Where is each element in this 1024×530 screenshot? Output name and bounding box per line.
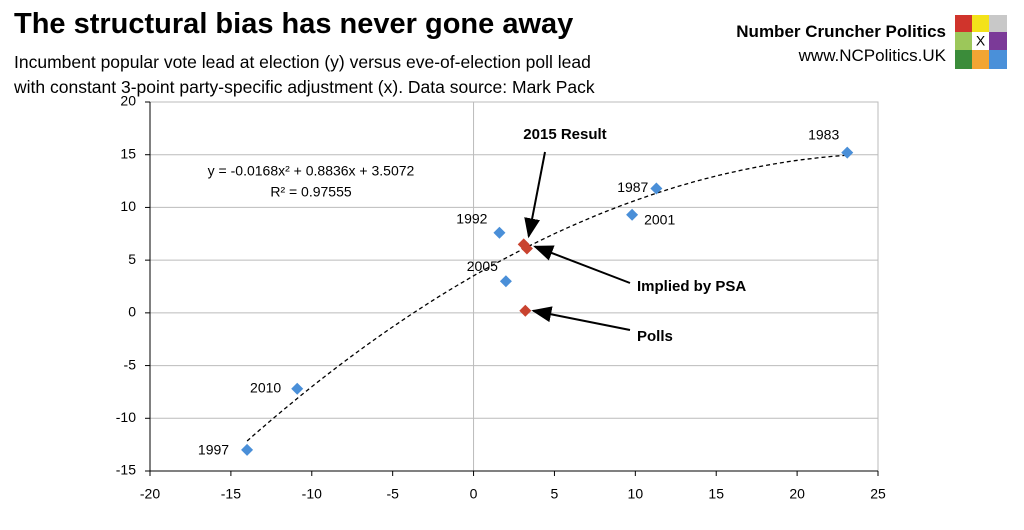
y-tick-label: 5 bbox=[128, 251, 136, 267]
x-tick-label: 10 bbox=[628, 486, 644, 502]
trend-equation: y = -0.0168x² + 0.8836x + 3.5072 bbox=[208, 163, 415, 179]
x-tick-label: -20 bbox=[140, 486, 160, 502]
point bbox=[241, 443, 254, 456]
trend-r2: R² = 0.97555 bbox=[270, 184, 352, 200]
point bbox=[493, 226, 506, 239]
x-tick-label: 15 bbox=[708, 486, 724, 502]
point-label: 1983 bbox=[808, 126, 839, 142]
annotation-arrow bbox=[531, 306, 631, 331]
y-tick-label: -10 bbox=[116, 409, 136, 425]
point-label: 2001 bbox=[644, 212, 675, 228]
point-label: 2010 bbox=[250, 379, 281, 395]
x-tick-label: 20 bbox=[789, 486, 805, 502]
point-label: 1992 bbox=[456, 210, 487, 226]
point-label: 2005 bbox=[467, 258, 498, 274]
y-tick-label: -5 bbox=[124, 356, 137, 372]
title: The structural bias has never gone away bbox=[14, 8, 574, 40]
logo: X bbox=[955, 15, 1007, 69]
y-tick-label: 0 bbox=[128, 304, 136, 320]
x-tick-label: -15 bbox=[221, 486, 241, 502]
point-label: 1997 bbox=[198, 442, 229, 458]
annotation: 2015 Result bbox=[523, 126, 606, 143]
y-tick-label: 20 bbox=[120, 93, 136, 109]
point bbox=[519, 304, 532, 317]
point bbox=[650, 182, 663, 195]
subtitle: Incumbent popular vote lead at election … bbox=[14, 52, 591, 72]
x-tick-label: -10 bbox=[302, 486, 322, 502]
plot-border bbox=[149, 101, 879, 472]
x-tick-label: 5 bbox=[551, 486, 559, 502]
point bbox=[841, 146, 854, 159]
url: www.NCPolitics.UK bbox=[798, 46, 946, 65]
y-tick-label: 10 bbox=[120, 198, 136, 214]
brand: Number Cruncher Politics bbox=[736, 22, 946, 41]
annotation: Implied by PSA bbox=[637, 278, 746, 295]
x-tick-label: 0 bbox=[470, 486, 478, 502]
point-label: 1987 bbox=[617, 179, 648, 195]
y-tick-label: 15 bbox=[120, 145, 136, 161]
point bbox=[520, 242, 533, 255]
point bbox=[499, 275, 512, 288]
annotation-arrow bbox=[524, 151, 546, 239]
annotation: Polls bbox=[637, 328, 673, 345]
point bbox=[291, 382, 304, 395]
annotation-arrow bbox=[533, 245, 631, 284]
logo-mark: X bbox=[976, 33, 986, 49]
point bbox=[626, 208, 639, 221]
y-tick-label: -15 bbox=[116, 462, 136, 478]
subtitle: with constant 3-point party-specific adj… bbox=[14, 77, 595, 97]
trendline bbox=[246, 154, 848, 442]
x-tick-label: 25 bbox=[870, 486, 886, 502]
x-tick-label: -5 bbox=[386, 486, 399, 502]
